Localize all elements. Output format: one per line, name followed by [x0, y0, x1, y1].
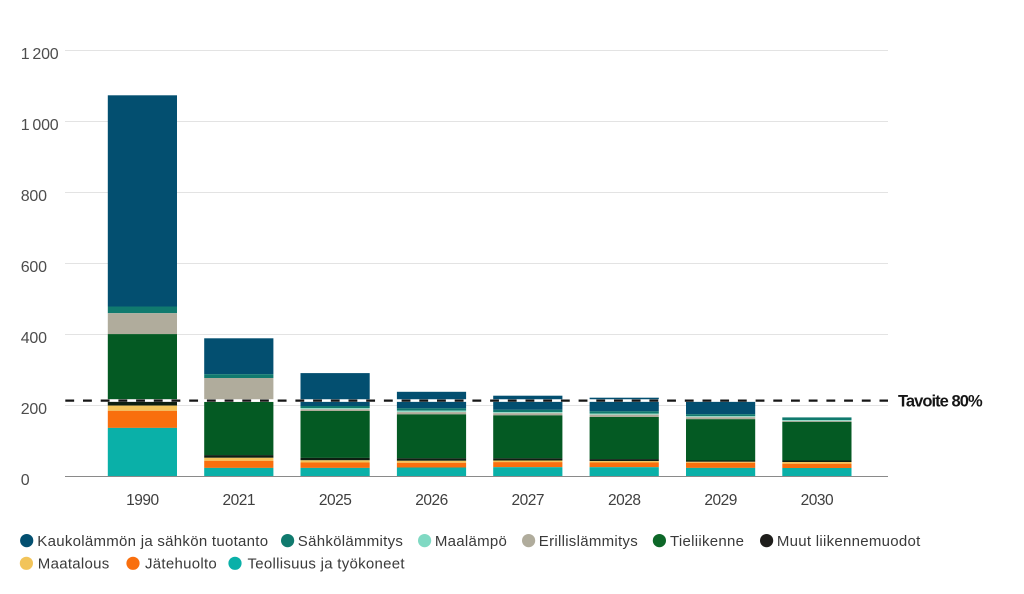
- svg-text:2028: 2028: [608, 492, 640, 509]
- svg-text:1 200: 1 200: [21, 46, 59, 63]
- svg-text:2027: 2027: [512, 492, 544, 509]
- svg-text:2030: 2030: [801, 492, 834, 509]
- svg-text:Tieliikenne: Tieliikenne: [670, 533, 744, 550]
- svg-text:2026: 2026: [415, 492, 447, 509]
- svg-text:1 000: 1 000: [21, 117, 59, 134]
- svg-text:Sähkölämmitys: Sähkölämmitys: [298, 533, 403, 550]
- svg-text:Maatalous: Maatalous: [38, 556, 110, 573]
- svg-text:0: 0: [21, 472, 30, 489]
- svg-text:2025: 2025: [319, 492, 351, 509]
- svg-text:2029: 2029: [704, 492, 736, 509]
- svg-text:Maalämpö: Maalämpö: [435, 533, 507, 550]
- svg-text:Tavoite 80%: Tavoite 80%: [898, 392, 983, 410]
- svg-text:800: 800: [21, 188, 47, 205]
- svg-text:400: 400: [21, 330, 47, 347]
- svg-text:Jätehuolto: Jätehuolto: [145, 556, 217, 573]
- svg-text:1990: 1990: [126, 492, 159, 509]
- svg-text:Muut liikennemuodot: Muut liikennemuodot: [777, 533, 921, 550]
- svg-text:600: 600: [21, 259, 47, 276]
- svg-text:Teollisuus ja työkoneet: Teollisuus ja työkoneet: [248, 556, 406, 573]
- svg-text:Kaukolämmön ja sähkön tuotanto: Kaukolämmön ja sähkön tuotanto: [37, 533, 268, 550]
- svg-text:2021: 2021: [223, 492, 255, 509]
- svg-text:200: 200: [21, 401, 47, 418]
- svg-text:Erillislämmitys: Erillislämmitys: [539, 533, 638, 550]
